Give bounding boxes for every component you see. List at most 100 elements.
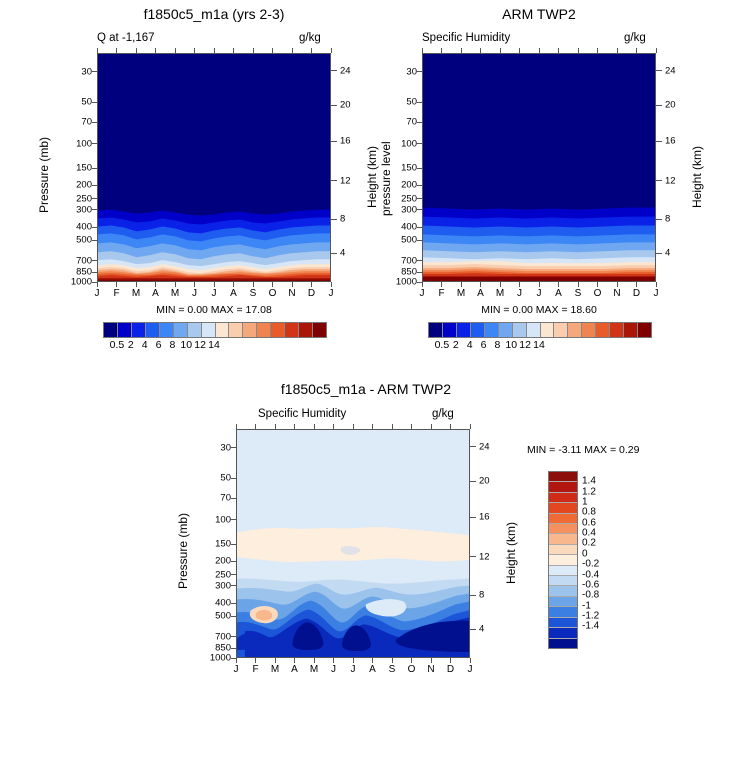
month-label-model-2: M <box>131 288 141 299</box>
month-tickmark-top-diff-11 <box>450 424 451 429</box>
pressure-tick-model-300: 300 <box>76 204 92 216</box>
month-tickmark-top-diff-7 <box>372 424 373 429</box>
pressure-tick-obs-850: 850 <box>401 266 417 278</box>
pressure-tick-model-50: 50 <box>81 96 92 108</box>
height-axis-label-diff: Height (km) <box>504 521 518 584</box>
colorbar-swatch-model-10 <box>243 323 258 337</box>
month-tickmark-diff-4 <box>313 658 315 663</box>
month-tickmark-model-6 <box>213 282 215 287</box>
month-tickmark-model-9 <box>272 282 273 287</box>
month-tickmark-model-2 <box>135 282 137 287</box>
colorbar-swatch-obs-14 <box>624 323 639 337</box>
pressure-tick-obs-150: 150 <box>401 162 417 174</box>
pressure-tickmark-obs-700 <box>417 260 422 262</box>
pressure-tick-model-70: 70 <box>81 116 92 128</box>
colorbar-difference-label-6: 0.2 <box>582 537 596 549</box>
month-tickmark-model-7 <box>233 282 234 287</box>
pressure-tick-model-500: 500 <box>76 234 92 246</box>
colorbar-label-model-5: 10 <box>180 339 193 351</box>
pressure-tick-diff-250: 250 <box>215 569 231 581</box>
month-tickmark-obs-2 <box>460 282 462 287</box>
month-label-model-12: J <box>328 288 334 299</box>
colorbar-swatch-obs-8 <box>540 323 555 337</box>
pressure-tick-obs-400: 400 <box>401 221 417 233</box>
colorbar-swatch-model-1 <box>117 323 132 337</box>
height-tick-diff-8: 8 <box>479 589 485 601</box>
colorbar-swatch-model-4 <box>159 323 174 337</box>
pressure-tickmark-model-700 <box>92 260 97 262</box>
colorbar-difference-label-9: -0.4 <box>582 569 600 581</box>
colorbar-swatch-obs-15 <box>638 323 651 337</box>
colorbar-label-obs-2: 4 <box>466 339 473 351</box>
colorbar-label-obs-6: 12 <box>519 339 531 351</box>
colorbar-swatch-obs-0 <box>429 323 443 337</box>
month-tickmark-top-obs-11 <box>636 48 637 53</box>
month-tickmark-obs-1 <box>441 282 442 287</box>
month-tickmark-model-5 <box>194 282 195 287</box>
pressure-tickmark-obs-500 <box>417 239 422 241</box>
minmax-diff: MIN = -3.11 MAX = 0.29 <box>527 444 640 456</box>
month-tickmark-diff-3 <box>294 658 295 663</box>
colorbar-swatch-obs-11 <box>582 323 597 337</box>
panel-difference-subtitle-right: g/kg <box>432 408 454 420</box>
colorbar-difference-label-8: -0.2 <box>582 558 600 570</box>
colorbar-label-model-2: 4 <box>141 339 148 351</box>
pressure-tickmark-model-100 <box>92 143 97 145</box>
pressure-tick-model-200: 200 <box>76 179 92 191</box>
month-label-model-8: S <box>249 288 257 299</box>
colorbar-difference-swatch-11 <box>549 586 577 597</box>
month-tickmark-top-diff-0 <box>235 424 237 429</box>
month-tickmark-model-0 <box>96 282 98 287</box>
colorbar-swatch-model-6 <box>187 323 202 337</box>
month-tickmark-diff-1 <box>255 658 256 663</box>
pressure-tickmark-diff-70 <box>231 497 236 499</box>
month-label-obs-11: D <box>632 288 641 299</box>
month-label-diff-2: M <box>270 664 280 675</box>
pressure-tickmark-diff-50 <box>231 477 236 479</box>
colorbar-model <box>103 322 327 338</box>
month-tickmark-diff-9 <box>411 658 412 663</box>
panel-obs-contour-field <box>423 54 655 281</box>
minmax-model: MIN = 0.00 MAX = 17.08 <box>156 304 272 316</box>
month-tickmark-top-model-8 <box>252 48 254 53</box>
pressure-tickmark-model-150 <box>92 167 97 169</box>
height-tickmark-model-24 <box>331 70 337 72</box>
pressure-tick-obs-70: 70 <box>406 116 417 128</box>
pressure-tickmark-diff-1000 <box>231 657 236 659</box>
pressure-tickmark-obs-400 <box>417 226 422 228</box>
height-tick-model-16: 16 <box>340 135 351 147</box>
pressure-tick-diff-700: 700 <box>215 631 231 643</box>
colorbar-swatch-obs-12 <box>596 323 611 337</box>
height-tick-diff-4: 4 <box>479 623 485 635</box>
month-tickmark-obs-0 <box>421 282 423 287</box>
month-tickmark-obs-9 <box>597 282 598 287</box>
month-label-obs-0: J <box>419 288 425 299</box>
colorbar-swatch-obs-2 <box>456 323 471 337</box>
pressure-tick-model-850: 850 <box>76 266 92 278</box>
height-tickmark-diff-4 <box>470 628 476 630</box>
pressure-tickmark-diff-200 <box>231 560 236 562</box>
colorbar-difference-label-13: -1.2 <box>582 610 600 622</box>
month-tickmark-top-diff-9 <box>411 424 412 429</box>
pressure-tickmark-obs-850 <box>417 271 422 273</box>
height-axis-label-obs: Height (km) <box>690 145 704 208</box>
panel-model-contour-field <box>98 54 330 281</box>
month-label-model-5: J <box>192 288 197 299</box>
month-label-obs-6: J <box>536 288 542 299</box>
pressure-tick-diff-850: 850 <box>215 642 231 654</box>
month-tickmark-diff-6 <box>352 658 354 663</box>
colorbar-swatch-model-0 <box>104 323 118 337</box>
colorbar-difference-swatch-1 <box>549 482 577 493</box>
month-tickmark-top-diff-8 <box>391 424 393 429</box>
month-tickmark-top-model-12 <box>330 48 332 53</box>
colorbar-swatch-obs-13 <box>610 323 625 337</box>
month-tickmark-top-obs-0 <box>421 48 423 53</box>
month-tickmark-top-model-11 <box>311 48 312 53</box>
month-label-diff-1: F <box>252 664 259 675</box>
pressure-tickmark-diff-400 <box>231 602 236 604</box>
height-tickmark-obs-20 <box>656 104 662 106</box>
colorbar-label-model-4: 8 <box>169 339 176 351</box>
month-tickmark-obs-12 <box>655 282 657 287</box>
month-label-obs-7: A <box>555 288 562 299</box>
pressure-axis-label-model: Pressure (mb) <box>37 136 51 213</box>
